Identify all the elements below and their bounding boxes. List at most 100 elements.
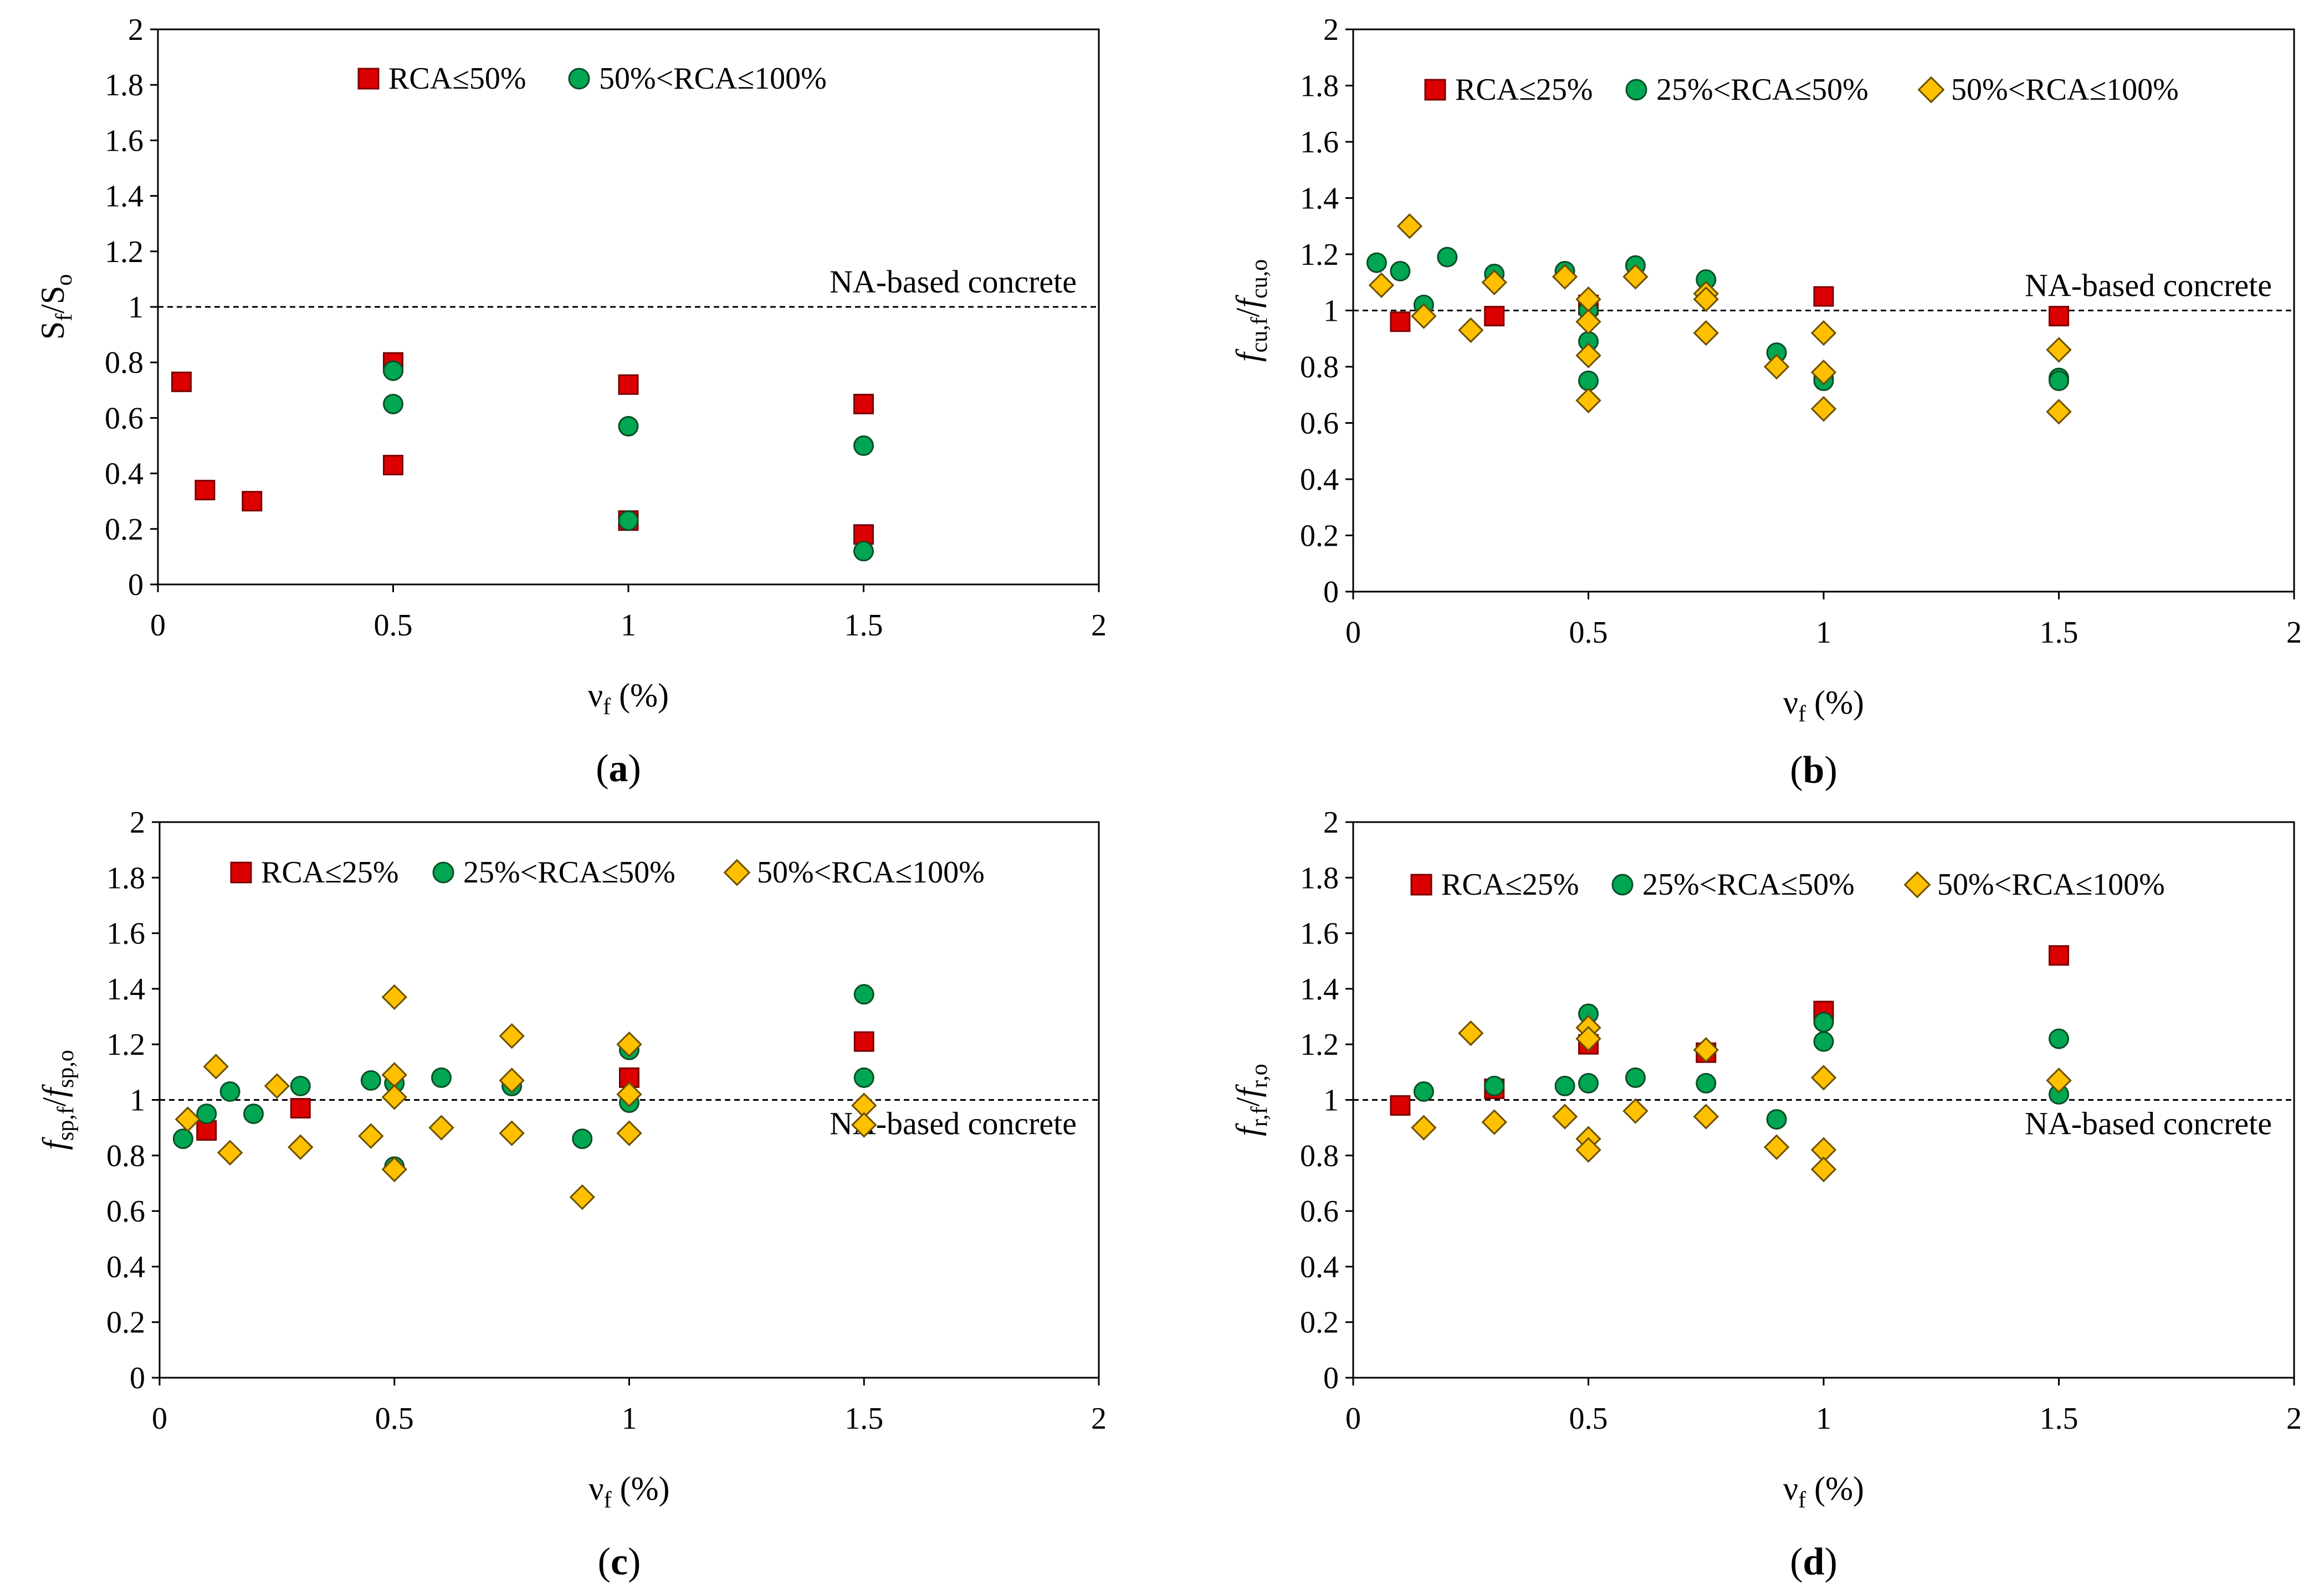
panel-label-letter: d xyxy=(1803,1541,1825,1583)
y-tick-label: 1.4 xyxy=(1300,972,1339,1007)
y-axis-label-part: cu,o xyxy=(1247,259,1272,299)
series-0 xyxy=(1390,286,2069,332)
y-axis-label: fcu,f/fcu,o xyxy=(1230,259,1272,362)
series-0 xyxy=(171,352,874,545)
x-tick-label: 0 xyxy=(152,1402,167,1436)
series-1 xyxy=(1413,1003,2069,1130)
panel-label: (c) xyxy=(598,1541,641,1583)
y-tick-label: 1.8 xyxy=(1300,69,1339,104)
data-point xyxy=(616,1031,642,1058)
data-point xyxy=(1696,1072,1717,1094)
data-point xyxy=(851,1112,877,1138)
data-point xyxy=(618,415,639,437)
y-axis-label-part: S xyxy=(34,321,71,340)
x-tick-label: 0 xyxy=(1345,1402,1361,1436)
data-point xyxy=(1458,1020,1484,1046)
y-tick-label: 1.8 xyxy=(1300,861,1339,895)
y-axis-label-part: sp,f xyxy=(53,1106,79,1141)
y-tick-label: 0.4 xyxy=(105,457,144,491)
data-point xyxy=(381,1156,407,1183)
legend-marker xyxy=(1424,79,1446,101)
data-point xyxy=(1766,1109,1787,1130)
y-axis-label: fsp,f/fsp,o xyxy=(36,1050,79,1150)
data-point xyxy=(217,1140,243,1166)
data-point xyxy=(1575,387,1601,414)
data-point xyxy=(1390,1095,1411,1116)
x-tick-label: 1 xyxy=(622,1402,637,1436)
panel-label: (d) xyxy=(1790,1541,1837,1583)
y-tick-label: 1 xyxy=(1323,294,1339,329)
panel-label-close: ) xyxy=(628,747,641,790)
data-point xyxy=(264,1073,290,1099)
legend-label: RCA≤25% xyxy=(1455,73,1593,107)
data-point xyxy=(616,1081,642,1107)
x-axis-label: νf (%) xyxy=(1783,684,1864,727)
legend-marker xyxy=(1625,79,1647,101)
plot-frame xyxy=(1352,821,2295,1379)
data-point xyxy=(196,1104,217,1125)
x-tick-label: 1.5 xyxy=(2040,1402,2079,1436)
x-axis-label-subscript: f xyxy=(1798,1487,1806,1513)
data-point xyxy=(1458,317,1484,343)
legend-label: 50%<RCA≤100% xyxy=(599,61,827,96)
y-tick-label: 1.8 xyxy=(105,68,144,102)
x-axis-label-symbol: ν xyxy=(588,1470,603,1507)
legend-marker xyxy=(1917,76,1945,104)
x-tick-label: 1.5 xyxy=(844,608,883,643)
y-tick-label: 1.8 xyxy=(106,861,145,895)
data-point xyxy=(288,1134,314,1160)
data-point xyxy=(1622,1098,1649,1124)
x-axis-label: νf (%) xyxy=(1783,1470,1864,1513)
x-axis-label-unit: (%) xyxy=(611,677,669,714)
data-point xyxy=(1413,1081,1434,1102)
panel-label-open: ( xyxy=(598,1541,611,1583)
x-axis-label-symbol: ν xyxy=(1783,684,1798,721)
panel-label-open: ( xyxy=(596,747,608,790)
y-tick-label: 2 xyxy=(130,805,145,840)
data-point xyxy=(1552,264,1578,290)
x-axis-label-symbol: ν xyxy=(1783,1470,1798,1507)
data-point xyxy=(616,1120,642,1146)
x-tick-label: 2 xyxy=(2286,1402,2302,1436)
series-1 xyxy=(1366,247,2069,391)
y-tick-label: 1.2 xyxy=(1300,238,1339,272)
data-point xyxy=(1578,1072,1599,1094)
x-tick-label: 2 xyxy=(1091,1402,1107,1436)
x-tick-label: 0.5 xyxy=(1569,1402,1608,1436)
x-tick-label: 1 xyxy=(1816,615,1831,650)
chart-panel-a: 00.20.40.60.811.21.41.61.820 0.5 1 1.5 2νf (… xyxy=(34,13,1107,790)
legend-marker xyxy=(230,861,252,884)
series-2 xyxy=(1368,213,2072,425)
x-axis-label-unit: (%) xyxy=(1806,684,1864,721)
x-tick-label: 1 xyxy=(1816,1402,1831,1436)
data-point xyxy=(383,360,403,381)
data-point xyxy=(1810,1065,1837,1091)
legend-marker xyxy=(723,859,751,886)
data-point xyxy=(360,1070,381,1091)
y-tick-label: 1.6 xyxy=(1300,917,1339,951)
data-point xyxy=(1484,306,1505,327)
legend-marker xyxy=(1903,871,1931,899)
x-tick-label: 0 xyxy=(1345,615,1361,650)
data-point xyxy=(1484,1075,1505,1096)
y-axis-label-part: r,f xyxy=(1247,1106,1272,1127)
x-axis-label-unit: (%) xyxy=(1806,1470,1864,1507)
x-axis-label-subscript: f xyxy=(603,694,611,720)
y-tick-label: 0.2 xyxy=(1300,519,1339,553)
y-tick-label: 0.2 xyxy=(106,1306,145,1340)
data-point xyxy=(290,1075,311,1096)
y-tick-label: 0.4 xyxy=(106,1250,145,1284)
series-2 xyxy=(1411,1014,2072,1183)
y-tick-label: 2 xyxy=(1323,13,1339,47)
legend-label: RCA≤50% xyxy=(388,61,526,96)
y-tick-label: 2 xyxy=(128,13,144,47)
panel-label-letter: b xyxy=(1803,749,1825,792)
legend-label: 25%<RCA≤50% xyxy=(1642,868,1855,902)
data-point xyxy=(1396,213,1423,239)
reference-line-label: NA-based concrete xyxy=(2025,268,2272,304)
data-point xyxy=(358,1123,384,1149)
x-tick-label: 0.5 xyxy=(375,1402,414,1436)
data-point xyxy=(1763,353,1790,380)
data-point xyxy=(1366,252,1387,273)
